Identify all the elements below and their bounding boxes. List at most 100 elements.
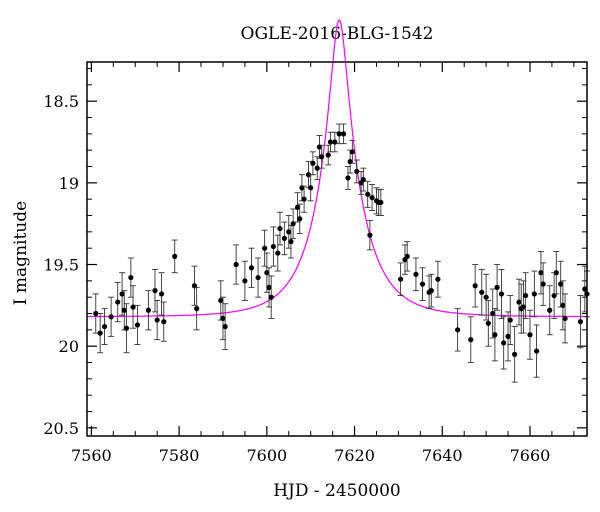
data-point <box>511 326 518 383</box>
point-marker <box>262 245 268 251</box>
point-marker <box>101 323 108 330</box>
point-marker <box>378 199 384 206</box>
data-point <box>114 282 121 323</box>
data-point <box>127 257 134 298</box>
data-point <box>537 250 544 295</box>
point-marker <box>501 340 507 346</box>
data-point <box>145 290 152 331</box>
point-marker <box>558 281 564 287</box>
data-point <box>369 184 376 212</box>
point-marker <box>505 333 511 339</box>
y-tick-label: 19 <box>59 174 79 193</box>
data-point <box>428 273 435 308</box>
data-point <box>290 208 297 239</box>
point-marker <box>582 286 588 292</box>
point-marker <box>108 314 114 320</box>
point-marker <box>562 315 568 322</box>
data-point <box>331 131 338 153</box>
point-marker <box>520 304 527 310</box>
data-point <box>294 192 301 223</box>
data-point <box>540 262 547 306</box>
data-point <box>454 308 461 352</box>
point-marker <box>419 281 426 287</box>
data-point <box>276 211 283 246</box>
data-point <box>500 316 507 370</box>
point-marker <box>413 271 419 277</box>
data-point <box>255 257 262 298</box>
data-point <box>193 286 200 331</box>
point-marker <box>266 284 272 290</box>
point-marker <box>115 299 121 305</box>
data-point <box>483 273 490 321</box>
point-marker <box>264 270 270 276</box>
data-point <box>318 144 325 169</box>
data-point <box>498 268 505 319</box>
x-tick-label: 7560 <box>71 446 112 465</box>
point-marker <box>340 131 347 137</box>
point-marker <box>540 281 546 287</box>
point-marker <box>472 283 478 289</box>
point-marker <box>123 325 130 331</box>
data-point <box>222 303 229 350</box>
point-marker <box>222 323 228 330</box>
data-point <box>364 180 371 208</box>
point-marker <box>533 348 540 354</box>
point-marker <box>145 307 152 313</box>
point-marker <box>560 302 566 308</box>
point-marker <box>479 289 485 295</box>
data-point <box>266 267 273 308</box>
point-marker <box>286 229 292 235</box>
x-tick-label: 7600 <box>246 446 287 465</box>
point-marker <box>154 317 160 323</box>
point-marker <box>310 160 316 166</box>
point-marker <box>294 204 301 210</box>
point-marker <box>490 310 496 317</box>
point-marker <box>483 294 489 300</box>
y-tick-label: 19.5 <box>43 256 79 275</box>
point-marker <box>492 332 498 338</box>
data-point <box>307 174 314 202</box>
data-point <box>553 250 560 295</box>
point-marker <box>468 337 474 343</box>
point-marker <box>158 291 165 297</box>
data-point <box>101 308 108 345</box>
data-point <box>366 219 373 251</box>
x-tick-label: 7660 <box>510 446 551 465</box>
data-point <box>546 285 553 336</box>
point-marker <box>270 243 277 250</box>
data-point <box>397 262 404 296</box>
data-point <box>478 268 485 316</box>
data-point <box>472 264 479 308</box>
point-marker <box>93 310 99 317</box>
data-point <box>241 260 248 301</box>
data-point <box>123 303 130 354</box>
point-marker <box>248 265 255 271</box>
point-marker <box>325 152 331 158</box>
data-point <box>434 260 441 298</box>
point-marker <box>308 185 314 191</box>
point-marker <box>233 261 239 268</box>
x-axis-label: HJD - 2450000 <box>273 481 401 501</box>
point-marker <box>531 291 537 297</box>
data-point <box>557 260 564 308</box>
point-marker <box>547 307 553 313</box>
x-tick-label: 7620 <box>334 446 375 465</box>
point-marker <box>288 239 294 245</box>
data-point <box>301 185 308 213</box>
point-marker <box>428 288 434 294</box>
data-point <box>562 293 569 344</box>
y-tick-label: 20 <box>59 337 79 356</box>
data-point <box>522 272 529 319</box>
point-marker <box>507 317 513 323</box>
data-points-layer <box>92 123 590 383</box>
point-marker <box>121 307 127 313</box>
point-marker <box>349 149 355 155</box>
data-point <box>233 244 240 285</box>
point-marker <box>354 168 360 175</box>
data-point <box>377 188 384 216</box>
point-marker <box>128 274 134 281</box>
data-point <box>296 203 303 234</box>
data-point <box>491 308 498 362</box>
data-point <box>160 301 167 342</box>
point-marker <box>130 304 136 310</box>
